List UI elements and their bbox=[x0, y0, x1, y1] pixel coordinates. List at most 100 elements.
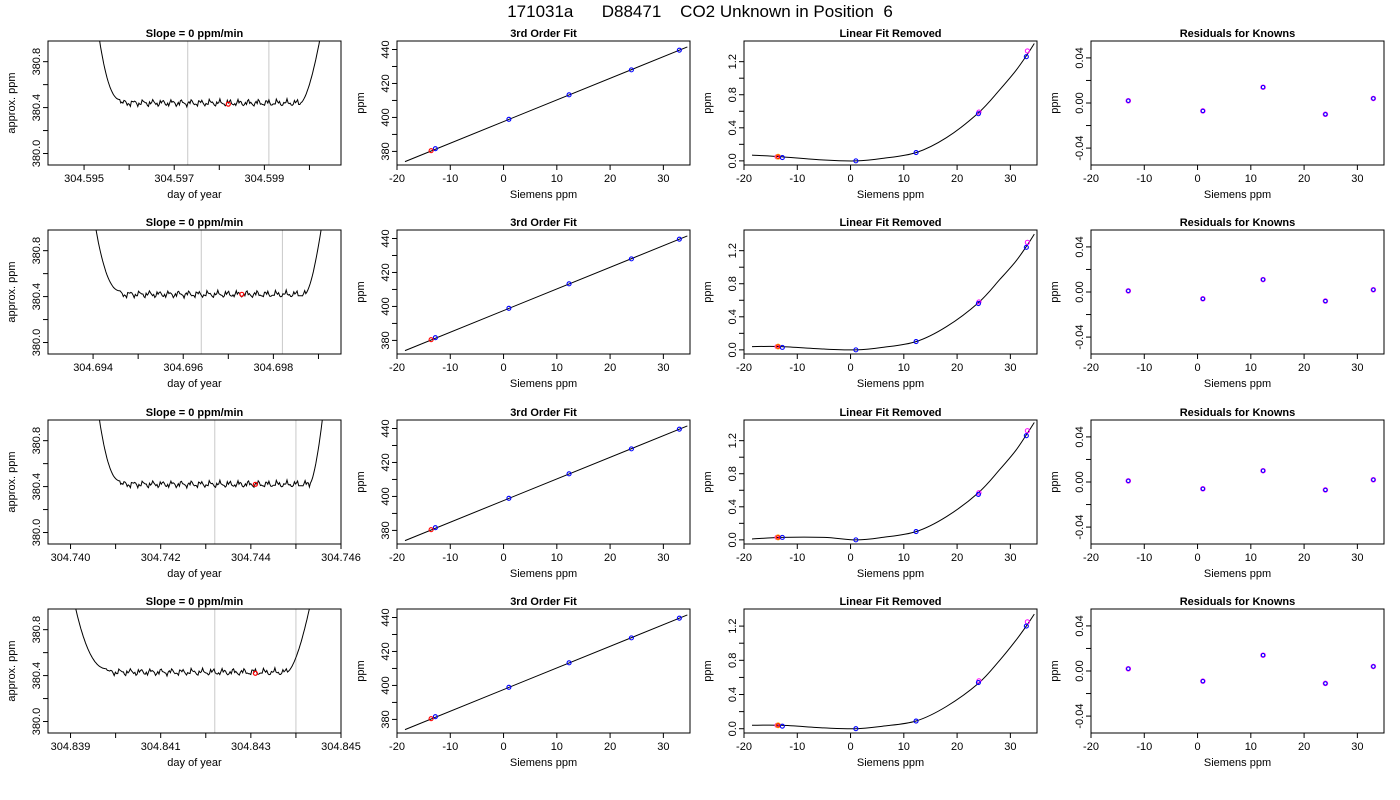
x-tick-label: 10 bbox=[1245, 741, 1257, 753]
y-tick-label: 0.00 bbox=[1074, 281, 1086, 302]
y-tick-label: -0.04 bbox=[1074, 325, 1086, 350]
known-point bbox=[566, 660, 572, 666]
y-tick-label: 0.00 bbox=[1074, 471, 1086, 492]
x-tick-label: 304.744 bbox=[231, 552, 271, 564]
panel-title: Residuals for Knowns bbox=[1180, 596, 1296, 608]
y-axis-label: ppm bbox=[355, 92, 367, 113]
y-axis-label: ppm bbox=[702, 92, 714, 113]
x-tick-label: 30 bbox=[1004, 362, 1016, 374]
y-tick-label: 0.8 bbox=[727, 87, 739, 102]
known-point bbox=[853, 726, 859, 732]
panel-title: Linear Fit Removed bbox=[839, 407, 941, 419]
residual-point bbox=[1200, 296, 1206, 301]
secondary-point bbox=[1024, 428, 1031, 434]
residual-point-ring bbox=[1125, 288, 1132, 294]
known-point bbox=[975, 491, 981, 497]
x-axis-label: Siemens ppm bbox=[1204, 568, 1271, 580]
panel-title: Linear Fit Removed bbox=[839, 28, 941, 40]
known-point bbox=[853, 537, 859, 543]
x-tick-label: 304.845 bbox=[321, 741, 361, 753]
known-point bbox=[506, 495, 512, 501]
residual-point-ring bbox=[1260, 467, 1266, 474]
x-tick-label: 10 bbox=[898, 741, 910, 753]
residual-point bbox=[1323, 298, 1328, 304]
x-tick-label: -10 bbox=[442, 741, 458, 753]
known-point bbox=[432, 335, 438, 341]
y-tick-label: 400 bbox=[380, 108, 392, 126]
plot-area bbox=[95, 230, 322, 354]
known-point bbox=[853, 347, 859, 353]
x-tick-label: -20 bbox=[389, 552, 405, 564]
x-tick-label: 20 bbox=[1298, 741, 1310, 753]
x-tick-label: 30 bbox=[657, 362, 669, 374]
unknown-point bbox=[428, 527, 434, 533]
x-tick-label: 30 bbox=[657, 741, 669, 753]
y-tick-label: 440 bbox=[380, 229, 392, 247]
x-tick-label: -20 bbox=[1083, 173, 1099, 185]
residual-point bbox=[1371, 287, 1376, 292]
cubic-fit-curve bbox=[751, 43, 1035, 162]
known-point bbox=[1023, 244, 1029, 250]
residual-point-ring bbox=[1322, 680, 1329, 687]
y-tick-label: 0.4 bbox=[727, 499, 739, 514]
x-tick-label: -10 bbox=[442, 362, 458, 374]
y-tick-label: 1.2 bbox=[727, 433, 739, 448]
plot-area bbox=[751, 613, 1035, 732]
x-tick-label: 0 bbox=[1194, 173, 1200, 185]
x-tick-label: 30 bbox=[1004, 741, 1016, 753]
y-tick-label: 0.00 bbox=[1074, 660, 1086, 681]
unknown-marker bbox=[252, 481, 258, 487]
x-tick-label: -20 bbox=[736, 362, 752, 374]
y-tick-label: 400 bbox=[380, 487, 392, 505]
panel-title: 3rd Order Fit bbox=[510, 407, 577, 419]
x-tick-label: -20 bbox=[389, 362, 405, 374]
residual-point bbox=[1126, 478, 1131, 484]
x-tick-label: 304.841 bbox=[141, 741, 181, 753]
y-tick-label: 420 bbox=[380, 453, 392, 471]
known-point bbox=[1023, 623, 1029, 629]
panel-title: 3rd Order Fit bbox=[510, 28, 577, 40]
plot-area bbox=[1125, 652, 1377, 687]
x-tick-label: 10 bbox=[551, 552, 563, 564]
panel-r3-c3: Linear Fit Removed -20 -10 0 10 20 30 0.0 0.4 0.8… bbox=[702, 407, 1038, 580]
y-axis-label: ppm bbox=[355, 281, 367, 302]
plot-frame bbox=[47, 229, 342, 355]
x-tick-label: 304.843 bbox=[231, 741, 271, 753]
y-axis-label: ppm bbox=[1049, 471, 1061, 492]
x-tick-label: 20 bbox=[951, 741, 963, 753]
residual-point-ring bbox=[1200, 296, 1206, 302]
y-tick-label: 420 bbox=[380, 263, 392, 281]
known-point bbox=[506, 684, 512, 690]
y-tick-label: 0.00 bbox=[1074, 92, 1086, 113]
residual-point-ring bbox=[1322, 298, 1329, 304]
plot-frame bbox=[1090, 229, 1385, 355]
plot-frame bbox=[47, 419, 342, 545]
x-tick-label: -10 bbox=[1136, 552, 1152, 564]
known-point bbox=[779, 723, 785, 729]
panel-r4-c1: Slope = 0 ppm/min 304.839 304.841 304.843 30… bbox=[6, 596, 361, 769]
residual-point-ring bbox=[1125, 478, 1132, 484]
y-tick-label: 0.4 bbox=[727, 120, 739, 135]
x-tick-label: 30 bbox=[1351, 552, 1363, 564]
known-point bbox=[566, 92, 572, 98]
x-tick-label: -20 bbox=[1083, 741, 1099, 753]
y-tick-label: -0.04 bbox=[1074, 515, 1086, 540]
panel-r1-c2: 3rd Order Fit -20 -10 0 10 20 30 380 400 420 440 Si… bbox=[355, 28, 691, 201]
panel-r1-c3: Linear Fit Removed -20 -10 0 10 20 30 0.0 0.4 0.8… bbox=[702, 28, 1038, 201]
x-axis-label: Siemens ppm bbox=[510, 757, 577, 769]
y-tick-label: 440 bbox=[380, 40, 392, 58]
panel-title: Slope = 0 ppm/min bbox=[146, 407, 244, 419]
x-tick-label: -20 bbox=[1083, 552, 1099, 564]
x-tick-label: 30 bbox=[1004, 173, 1016, 185]
analyzer-trace bbox=[98, 420, 323, 490]
x-tick-label: 20 bbox=[1298, 362, 1310, 374]
plot-frame bbox=[1090, 419, 1385, 545]
x-tick-label: 10 bbox=[898, 552, 910, 564]
y-tick-label: 0.0 bbox=[727, 721, 739, 736]
panel-r2-c4: Residuals for Knowns -20 -10 0 10 20 30 -0.04 0.… bbox=[1049, 217, 1385, 390]
known-point bbox=[913, 718, 919, 724]
panel-title: Residuals for Knowns bbox=[1180, 28, 1296, 40]
y-axis-label: approx. ppm bbox=[6, 72, 18, 133]
y-tick-label: 0.8 bbox=[727, 653, 739, 668]
